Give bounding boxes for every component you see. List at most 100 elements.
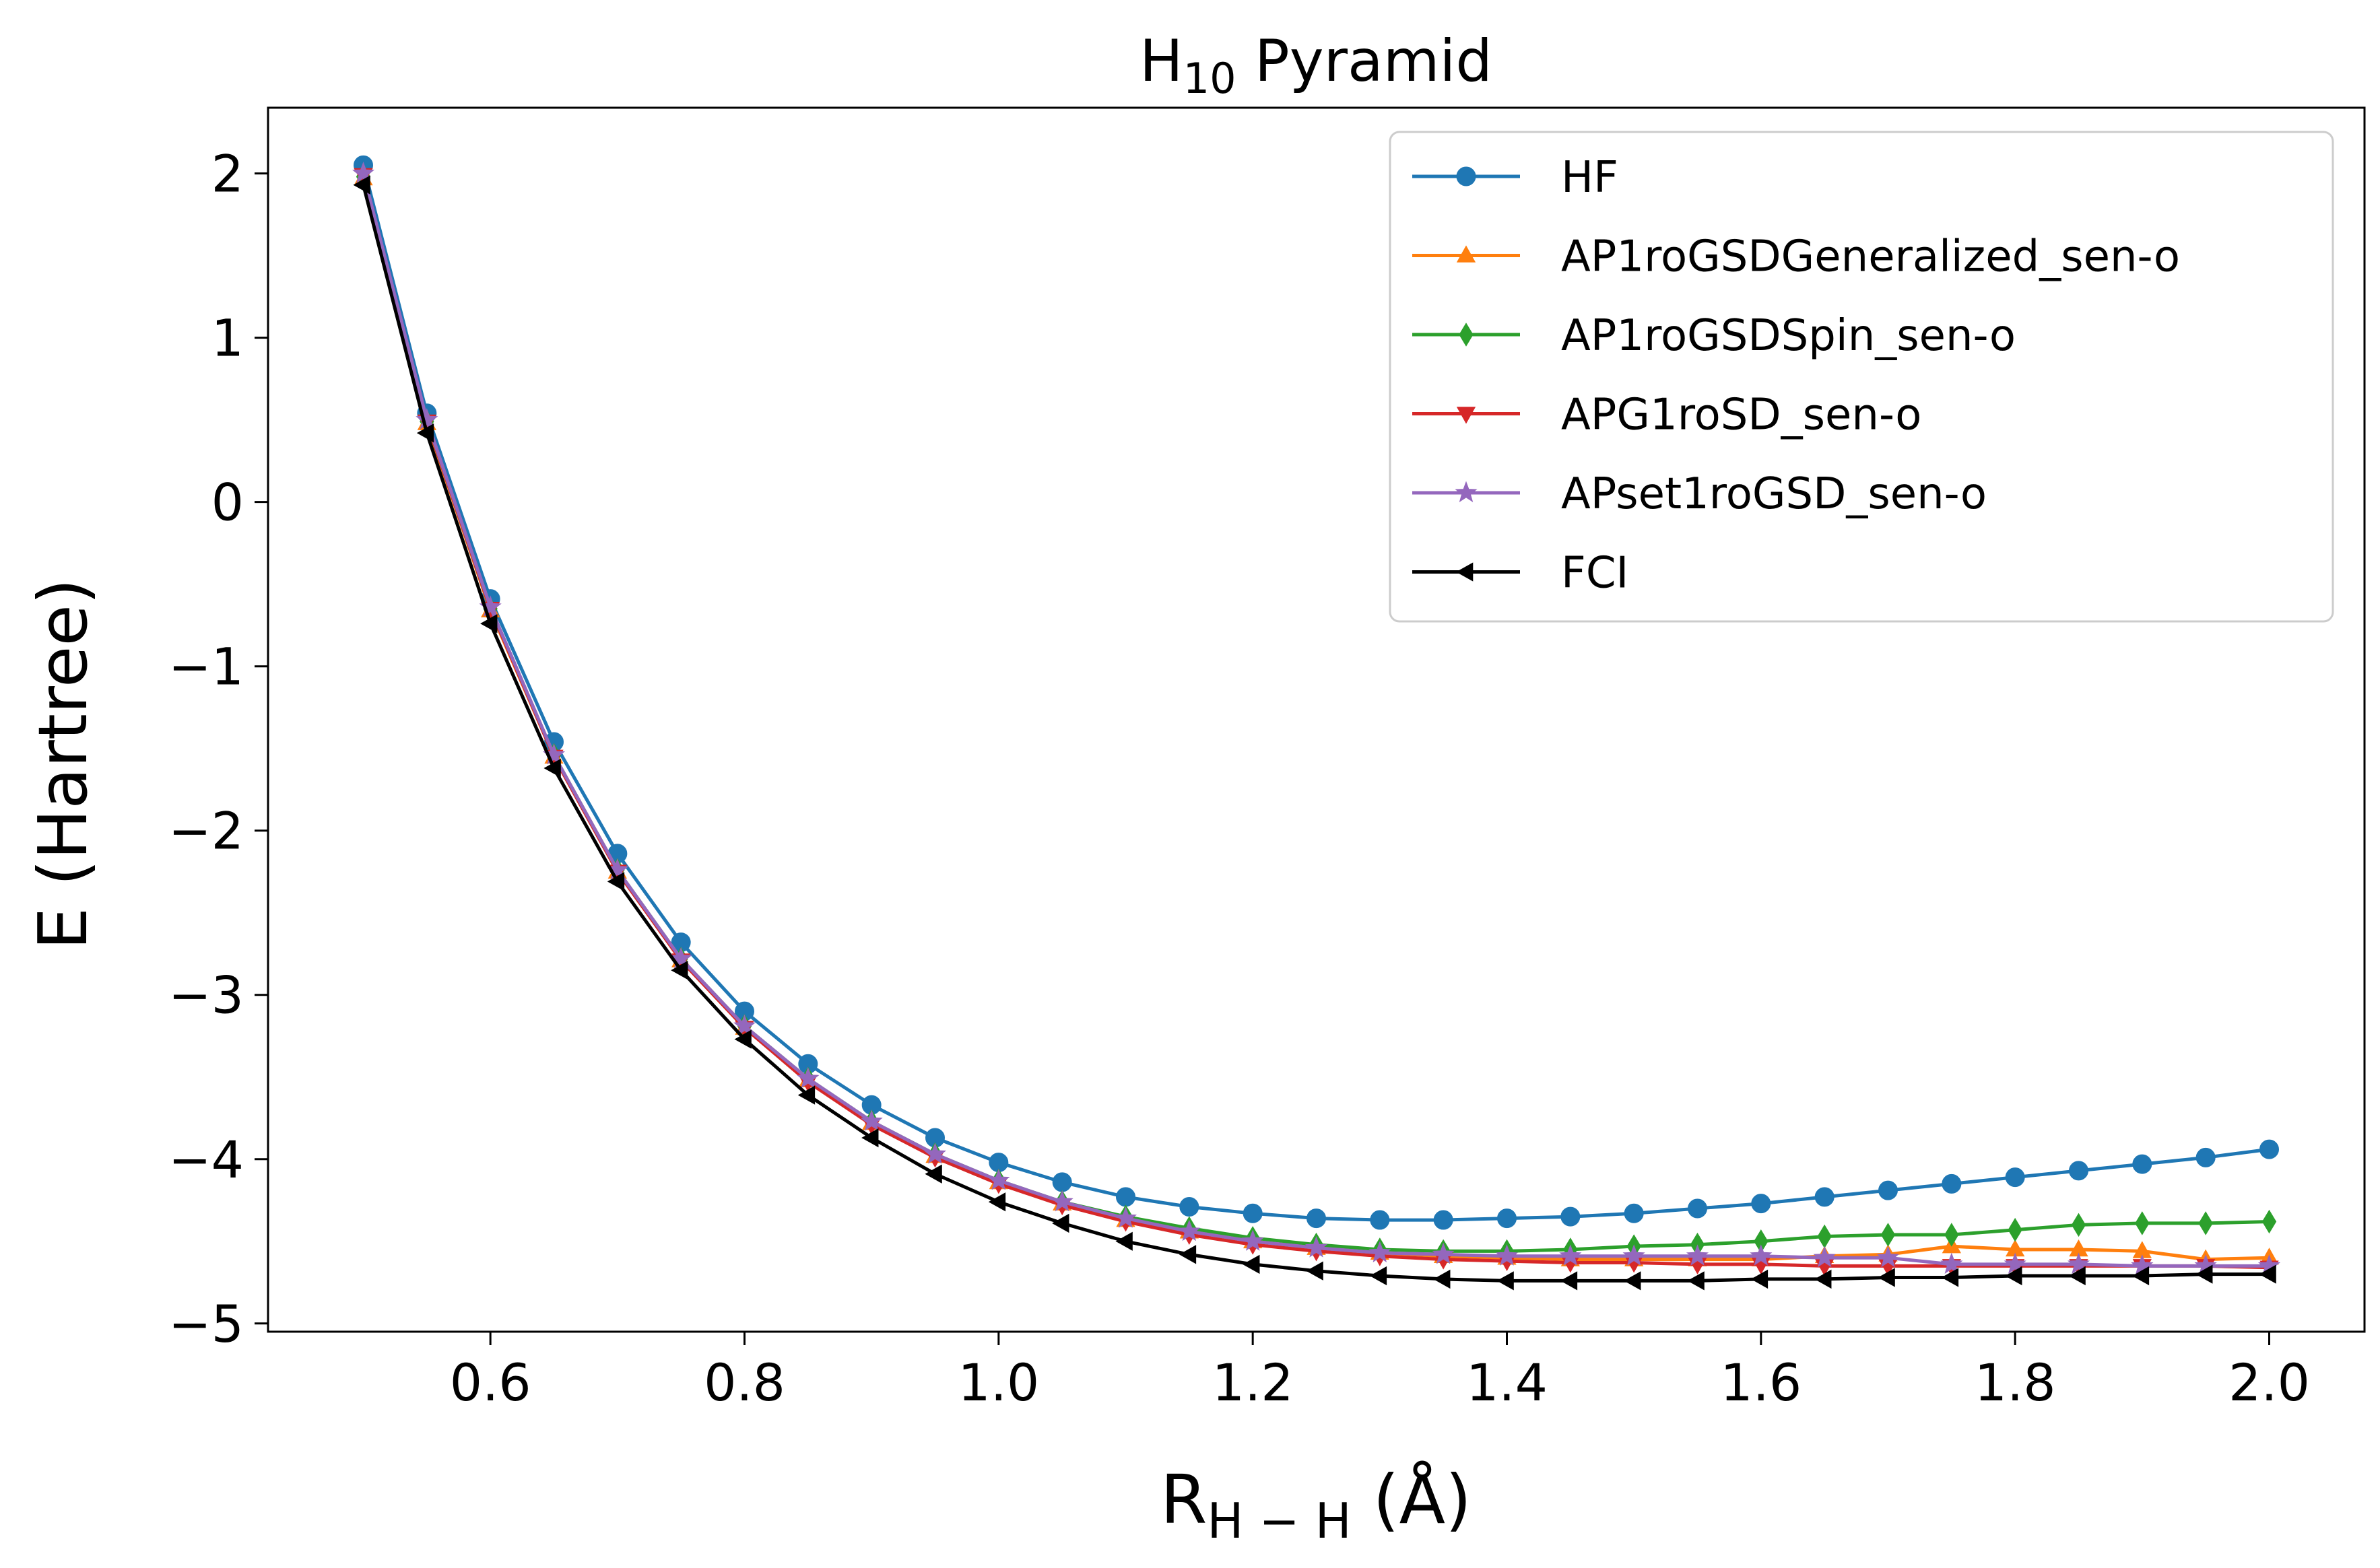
data-point-fci [2259, 1264, 2276, 1284]
legend-swatch-marker [1456, 166, 1476, 186]
data-point-fci [1496, 1271, 1514, 1291]
data-point-apset1rogsd-sen-o [1813, 1246, 1836, 1268]
data-point-apset1rogsd-sen-o [2067, 1252, 2090, 1274]
data-point-apset1rogsd-sen-o [1559, 1244, 1582, 1266]
legend-swatch-marker [1455, 562, 1474, 582]
y-axis: 2 1 0 −1 −2 −3 −4 −5 [168, 144, 268, 1354]
y-tick-label: 1 [211, 308, 244, 368]
data-point-hf [1814, 1187, 1834, 1207]
data-point-hf [1307, 1208, 1326, 1229]
data-point-apset1rogsd-sen-o [1495, 1244, 1519, 1266]
data-point-hf [2195, 1147, 2216, 1167]
legend-label: APset1roGSD_sen-o [1561, 469, 1987, 519]
plot-frame [267, 106, 2366, 1333]
data-point-apset1rogsd-sen-o [797, 1066, 820, 1089]
data-point-fci [416, 423, 434, 443]
data-point-fci [1878, 1268, 1895, 1287]
chart-title: H10 Pyramid [1139, 28, 1492, 103]
data-point-fci [1369, 1266, 1387, 1286]
data-point-hf [2132, 1154, 2152, 1174]
data-point-apset1rogsd-sen-o [1114, 1206, 1137, 1228]
y-axis-label: E (Hartree) [24, 578, 102, 950]
x-tick-label: 1.2 [1212, 1353, 1294, 1412]
legend-item-apset1rogsd-sen-o: APset1roGSD_sen-o [1412, 469, 1987, 519]
legend-item-fci: FCI [1412, 549, 1628, 599]
x-tick-label: 1.0 [958, 1353, 1039, 1412]
series-layer [352, 155, 2281, 1291]
data-point-hf [1878, 1180, 1898, 1200]
legend-label: APG1roSD_sen-o [1561, 390, 1921, 440]
data-point-fci [1941, 1268, 1959, 1287]
data-point-hf [1497, 1208, 1517, 1229]
data-point-apset1rogsd-sen-o [416, 408, 438, 430]
data-point-hf [1942, 1173, 1962, 1194]
data-point-ap1rogsdspin-sen-o [2198, 1211, 2213, 1235]
data-point-apset1rogsd-sen-o [1940, 1252, 1963, 1274]
x-axis-label: RH − H (Å) [1160, 1460, 1472, 1549]
legend-swatch-marker [1456, 407, 1476, 424]
data-point-ap1rogsdspin-sen-o [1944, 1223, 1959, 1247]
data-point-apset1rogsd-sen-o [1368, 1241, 1391, 1262]
data-point-fci [543, 758, 561, 778]
data-point-fci [861, 1128, 879, 1148]
y-tick-label: −1 [168, 637, 244, 697]
series-fci [353, 175, 2276, 1291]
data-point-fci [1814, 1269, 1832, 1289]
data-point-fci [353, 175, 370, 195]
x-tick-label: 0.8 [704, 1353, 785, 1412]
y-tick-label: −3 [168, 965, 244, 1025]
data-point-ap1rogsdspin-sen-o [2008, 1217, 2022, 1242]
data-point-hf [2069, 1161, 2088, 1181]
data-point-apset1rogsd-sen-o [1241, 1229, 1264, 1251]
legend-item-ap1rogsdgeneralized-sen-o: AP1roGSDGeneralized_sen-o [1412, 232, 2180, 282]
data-point-hf [2005, 1167, 2025, 1188]
data-point-apset1rogsd-sen-o [1432, 1242, 1455, 1264]
plot-area [267, 106, 2366, 1333]
legend-swatch-marker [1455, 481, 1478, 503]
data-point-fci [988, 1192, 1006, 1212]
data-point-fci [797, 1085, 816, 1105]
data-point-apset1rogsd-sen-o [2004, 1252, 2026, 1274]
data-point-fci [2195, 1264, 2213, 1284]
legend-label: FCI [1561, 549, 1628, 599]
x-tick-label: 1.4 [1466, 1353, 1548, 1412]
y-tick-label: 2 [211, 144, 244, 204]
data-point-ap1rogsdspin-sen-o [2071, 1213, 2086, 1237]
x-axis: 0.6 0.8 1.0 1.2 1.4 1.6 1.8 2.0 [450, 1332, 2310, 1412]
data-point-ap1rogsdspin-sen-o [2135, 1211, 2150, 1235]
x-tick-label: 1.6 [1720, 1353, 1801, 1412]
data-point-apset1rogsd-sen-o [1051, 1190, 1073, 1212]
data-point-fci [1750, 1269, 1769, 1289]
data-point-apset1rogsd-sen-o [1876, 1246, 1900, 1268]
legend-item-apg1rosd-sen-o: APG1roSD_sen-o [1412, 390, 1921, 440]
data-point-fci [1179, 1245, 1197, 1264]
y-tick-label: 0 [211, 473, 244, 533]
data-point-hf [1688, 1198, 1707, 1219]
y-tick-label: −2 [168, 801, 244, 861]
data-point-fci [607, 872, 625, 891]
data-point-fci [1306, 1261, 1323, 1281]
data-point-fci [2005, 1266, 2022, 1286]
data-point-apset1rogsd-sen-o [352, 162, 375, 183]
legend-label: HF [1561, 153, 1618, 203]
data-point-hf [1052, 1172, 1072, 1192]
series-hf [354, 155, 2279, 1230]
legend: HF AP1roGSDGeneralized_sen-o AP1roGSDSpin_… [1389, 131, 2334, 623]
data-point-ap1rogsdspin-sen-o [2261, 1209, 2277, 1234]
data-point-hf [1370, 1210, 1390, 1230]
x-tick-label: 2.0 [2228, 1353, 2310, 1412]
data-point-fci [1624, 1271, 1641, 1291]
data-point-hf [1560, 1206, 1581, 1227]
data-point-hf [1751, 1194, 1771, 1214]
legend-swatch-marker [1459, 322, 1474, 347]
data-point-fci [925, 1164, 942, 1184]
data-point-apset1rogsd-sen-o [1686, 1244, 1709, 1266]
data-point-apset1rogsd-sen-o [987, 1169, 1010, 1190]
data-point-apset1rogsd-sen-o [733, 1014, 756, 1036]
data-point-hf [1116, 1187, 1135, 1207]
data-point-fci [2131, 1266, 2150, 1286]
legend-item-ap1rogsdspin-sen-o: AP1roGSDSpin_sen-o [1412, 311, 2016, 361]
data-point-apset1rogsd-sen-o [1304, 1236, 1328, 1258]
data-point-apset1rogsd-sen-o [669, 947, 692, 969]
